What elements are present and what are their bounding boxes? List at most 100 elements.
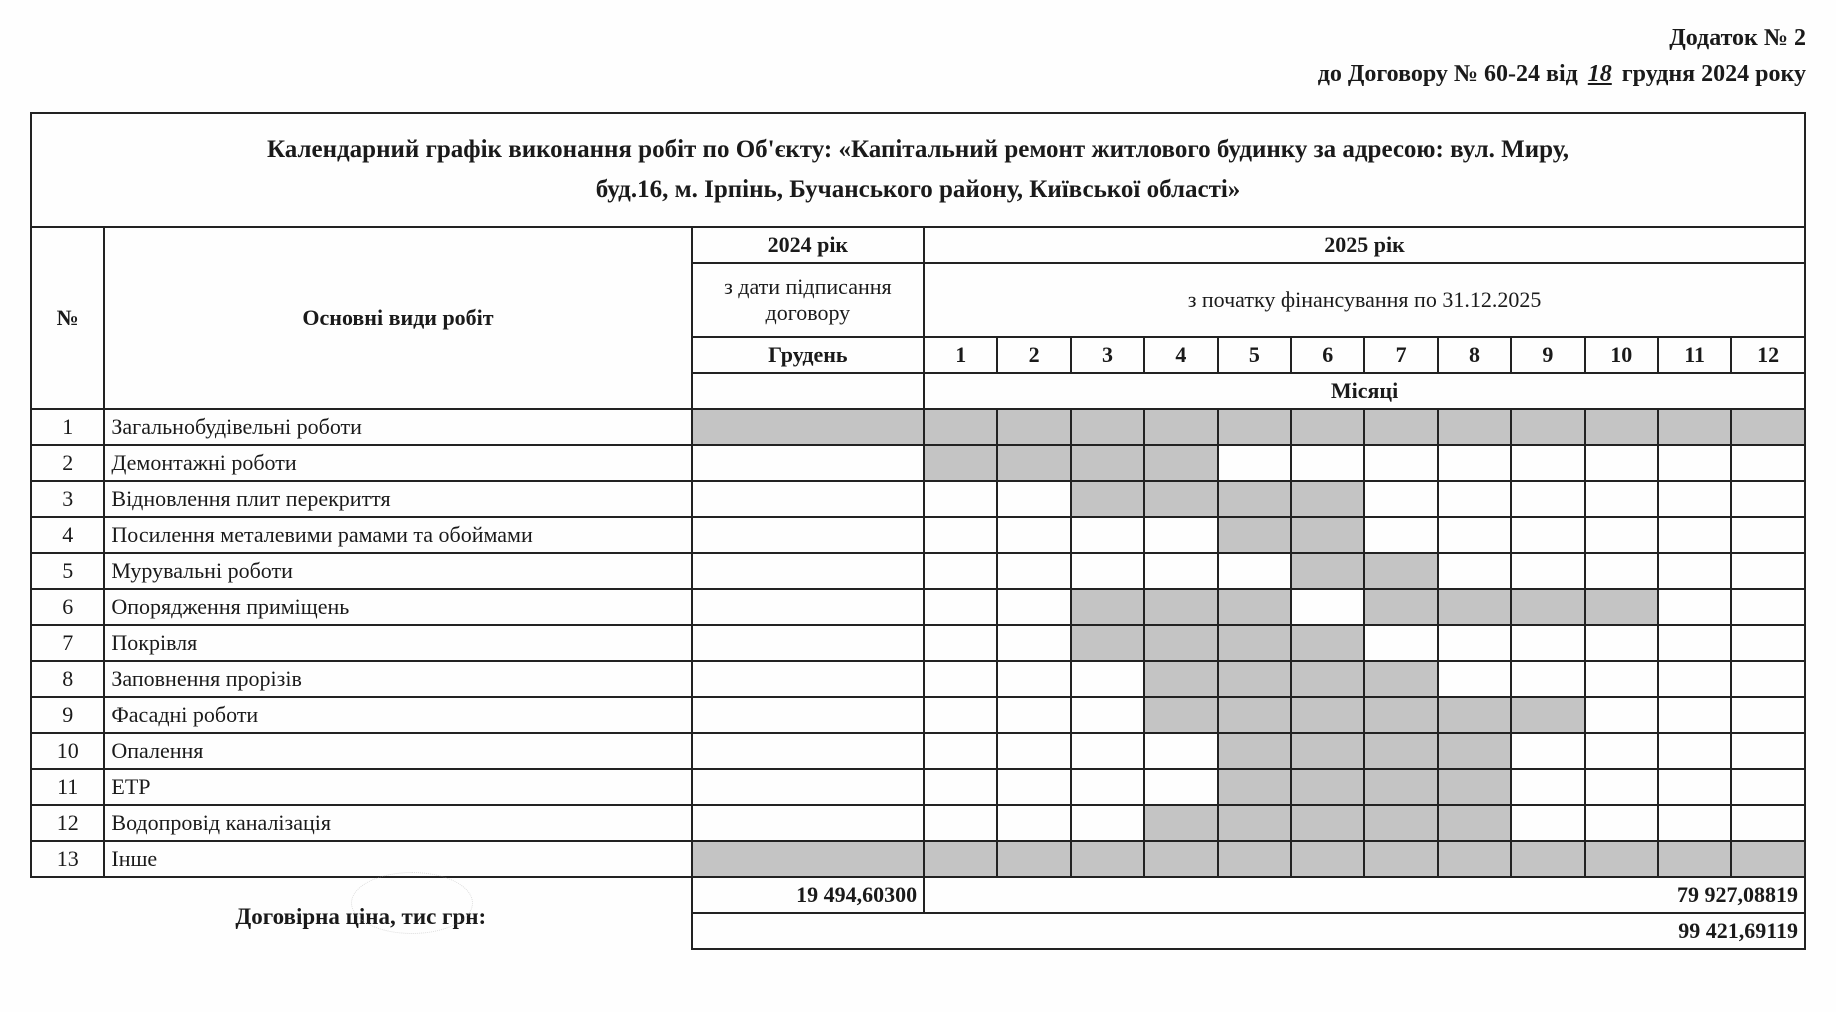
cell-month <box>997 841 1070 877</box>
table-row: 10Опалення <box>31 733 1805 769</box>
cell-month <box>924 769 997 805</box>
title-line-2: буд.16, м. Ірпінь, Бучанського району, К… <box>596 176 1241 203</box>
schedule-table: Календарний графік виконання робіт по Об… <box>30 112 1806 950</box>
table-title: Календарний графік виконання робіт по Об… <box>31 113 1805 227</box>
cell-month <box>1438 661 1511 697</box>
cell-month <box>1071 589 1144 625</box>
table-row: 9Фасадні роботи <box>31 697 1805 733</box>
cell-month <box>1658 409 1731 445</box>
cell-month <box>1071 481 1144 517</box>
cell-month <box>997 697 1070 733</box>
row-number: 12 <box>31 805 104 841</box>
table-row: 13Інше <box>31 841 1805 877</box>
table-row: 2Демонтажні роботи <box>31 445 1805 481</box>
col-header-december: Грудень <box>692 337 924 373</box>
col-header-m7: 7 <box>1364 337 1437 373</box>
cell-month <box>997 805 1070 841</box>
cell-month <box>1364 697 1437 733</box>
row-work-name: ЕТР <box>104 769 691 805</box>
cell-december <box>692 805 924 841</box>
cell-month <box>1658 481 1731 517</box>
cell-month <box>1658 841 1731 877</box>
cell-december <box>692 733 924 769</box>
cell-month <box>997 589 1070 625</box>
table-row: 6Опорядження приміщень <box>31 589 1805 625</box>
row-number: 1 <box>31 409 104 445</box>
cell-month <box>1585 409 1658 445</box>
cell-month <box>1291 625 1364 661</box>
cell-month <box>1731 805 1805 841</box>
contract-prefix: до Договору № 60-24 від <box>1318 61 1578 87</box>
cell-month <box>1438 517 1511 553</box>
cell-month <box>1438 697 1511 733</box>
cell-month <box>1438 589 1511 625</box>
cell-month <box>1291 661 1364 697</box>
col-header-m3: 3 <box>1071 337 1144 373</box>
cell-month <box>1218 481 1291 517</box>
cell-month <box>1658 769 1731 805</box>
cell-month <box>1144 445 1217 481</box>
title-line-1: Календарний графік виконання робіт по Об… <box>267 136 1569 163</box>
cell-month <box>1218 445 1291 481</box>
col-header-m5: 5 <box>1218 337 1291 373</box>
cell-month <box>1144 841 1217 877</box>
row-work-name: Водопровід каналізація <box>104 805 691 841</box>
cell-month <box>1218 661 1291 697</box>
cell-month <box>1144 517 1217 553</box>
cell-month <box>1438 841 1511 877</box>
cell-month <box>1731 661 1805 697</box>
cell-december <box>692 697 924 733</box>
cell-month <box>1511 733 1584 769</box>
col-header-2024: 2024 рік <box>692 227 924 263</box>
row-work-name: Заповнення прорізів <box>104 661 691 697</box>
cell-december <box>692 445 924 481</box>
cell-month <box>997 409 1070 445</box>
cell-month <box>1658 517 1731 553</box>
row-work-name: Покрівля <box>104 625 691 661</box>
cell-month <box>1071 553 1144 589</box>
cell-month <box>1731 697 1805 733</box>
cell-month <box>924 733 997 769</box>
cell-month <box>1585 553 1658 589</box>
cell-month <box>1731 445 1805 481</box>
footer-val-total: 99 421,69119 <box>692 913 1805 949</box>
row-work-name: Демонтажні роботи <box>104 445 691 481</box>
cell-month <box>1731 553 1805 589</box>
cell-month <box>1585 445 1658 481</box>
cell-month <box>1071 841 1144 877</box>
row-work-name: Мурувальні роботи <box>104 553 691 589</box>
cell-month <box>1658 733 1731 769</box>
cell-december <box>692 661 924 697</box>
cell-month <box>924 553 997 589</box>
row-number: 3 <box>31 481 104 517</box>
handwritten-date: 18 <box>1584 61 1616 87</box>
document-header: Додаток № 2 до Договору № 60-24 від 18 г… <box>30 20 1806 92</box>
cell-month <box>1731 625 1805 661</box>
cell-month <box>1144 553 1217 589</box>
cell-month <box>1218 697 1291 733</box>
cell-month <box>1071 733 1144 769</box>
cell-month <box>1364 769 1437 805</box>
cell-month <box>1291 517 1364 553</box>
table-row: 4Посилення металевими рамами та обоймами <box>31 517 1805 553</box>
cell-month <box>1218 805 1291 841</box>
cell-month <box>1438 409 1511 445</box>
col-header-m10: 10 <box>1585 337 1658 373</box>
cell-month <box>1585 481 1658 517</box>
cell-month <box>1731 733 1805 769</box>
row-work-name: Посилення металевими рамами та обоймами <box>104 517 691 553</box>
footer-val-2024: 19 494,60300 <box>692 877 924 913</box>
cell-month <box>1585 661 1658 697</box>
row-work-name: Інше <box>104 841 691 877</box>
cell-month <box>924 409 997 445</box>
cell-month <box>1364 517 1437 553</box>
cell-month <box>997 769 1070 805</box>
cell-month <box>1731 517 1805 553</box>
cell-december <box>692 769 924 805</box>
cell-month <box>924 841 997 877</box>
cell-month <box>997 517 1070 553</box>
cell-month <box>1291 589 1364 625</box>
col-header-months: Місяці <box>924 373 1805 409</box>
cell-month <box>1658 697 1731 733</box>
cell-december <box>692 589 924 625</box>
